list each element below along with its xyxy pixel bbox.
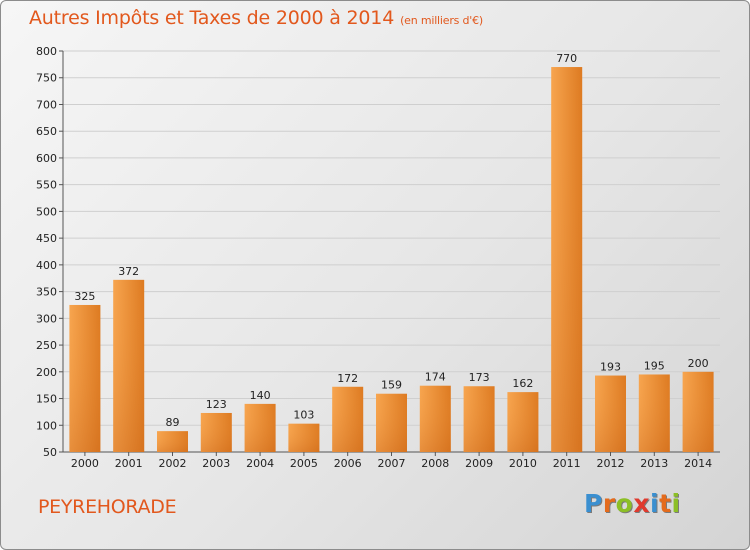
y-tick-label: 650 bbox=[36, 125, 57, 138]
data-label: 123 bbox=[206, 398, 227, 411]
x-tick-label: 2000 bbox=[71, 457, 99, 470]
y-tick-label: 200 bbox=[36, 366, 57, 379]
y-tick-label: 400 bbox=[36, 259, 57, 272]
y-tick-label: 800 bbox=[36, 45, 57, 58]
y-tick-label: 150 bbox=[36, 393, 57, 406]
x-tick-label: 2010 bbox=[509, 457, 537, 470]
y-tick-label: 250 bbox=[36, 339, 57, 352]
commune-name: PEYREHORADE bbox=[38, 496, 177, 518]
data-label: 174 bbox=[425, 371, 446, 384]
data-label: 325 bbox=[74, 290, 95, 303]
data-label: 162 bbox=[512, 377, 533, 390]
chart-title: Autres Impôts et Taxes de 2000 à 2014 (en… bbox=[29, 7, 483, 29]
y-tick-label: 500 bbox=[36, 205, 57, 218]
data-label: 193 bbox=[600, 361, 621, 374]
bar-shade bbox=[595, 375, 626, 452]
y-tick-label: 100 bbox=[36, 419, 57, 432]
y-tick-label: 750 bbox=[36, 72, 57, 85]
data-label: 173 bbox=[469, 371, 490, 384]
data-label: 140 bbox=[250, 389, 271, 402]
logo-letter: t bbox=[659, 489, 672, 518]
data-label: 159 bbox=[381, 379, 402, 392]
y-tick-label: 300 bbox=[36, 312, 57, 325]
x-tick-label: 2009 bbox=[465, 457, 493, 470]
x-tick-label: 2014 bbox=[684, 457, 712, 470]
bar-shade bbox=[551, 67, 583, 452]
bar-shade bbox=[376, 393, 407, 452]
logo-letter: i bbox=[671, 489, 681, 518]
axes: 50 100 150 200 250 300 350 400 450 500 550 600 650 70… bbox=[36, 45, 720, 470]
x-tick-label: 2005 bbox=[290, 457, 318, 470]
bar-shade bbox=[113, 279, 145, 452]
x-tick-label: 2001 bbox=[115, 457, 143, 470]
data-label: 770 bbox=[556, 52, 577, 65]
logo-letter: i bbox=[650, 489, 660, 518]
bar-shade bbox=[244, 403, 276, 452]
x-tick-label: 2008 bbox=[421, 457, 449, 470]
data-label: 103 bbox=[293, 409, 314, 422]
y-tick-label: 350 bbox=[36, 286, 57, 299]
bar-shade bbox=[463, 386, 495, 452]
data-label: 195 bbox=[644, 359, 665, 372]
bar-shade bbox=[682, 371, 714, 452]
x-tick-label: 2004 bbox=[246, 457, 274, 470]
logo-letter: P bbox=[584, 489, 603, 518]
logo-letter: x bbox=[633, 489, 650, 518]
y-tick-label: 550 bbox=[36, 179, 57, 192]
x-tick-label: 2012 bbox=[597, 457, 625, 470]
bars: 325 372 89 123 140 103 172 159 174 173 162 770 193 19… bbox=[69, 52, 714, 452]
y-tick-label: 450 bbox=[36, 232, 57, 245]
y-tick-label: 50 bbox=[43, 446, 57, 459]
data-label: 372 bbox=[118, 265, 139, 278]
proxiti-logo: Proxiti bbox=[584, 489, 681, 518]
bar-shade bbox=[507, 392, 539, 452]
bar-shade bbox=[157, 431, 188, 452]
bar-shade bbox=[69, 304, 101, 452]
x-tick-label: 2003 bbox=[202, 457, 230, 470]
grid-lines bbox=[63, 50, 720, 426]
logo-letter: o bbox=[615, 489, 634, 518]
bar-shade bbox=[200, 412, 232, 452]
x-tick-label: 2013 bbox=[640, 457, 668, 470]
data-label: 200 bbox=[688, 357, 709, 370]
bar-shade bbox=[288, 423, 320, 452]
bar-shade bbox=[419, 385, 451, 452]
data-label: 172 bbox=[337, 372, 358, 385]
y-tick-label: 700 bbox=[36, 98, 57, 111]
x-tick-label: 2011 bbox=[553, 457, 581, 470]
chart-unit: (en milliers d'€) bbox=[400, 14, 483, 27]
x-tick-label: 2002 bbox=[159, 457, 187, 470]
logo-letter: r bbox=[602, 489, 616, 518]
bar-shade bbox=[638, 374, 670, 452]
chart-title-text: Autres Impôts et Taxes de 2000 à 2014 bbox=[29, 7, 395, 29]
x-tick-label: 2006 bbox=[334, 457, 362, 470]
bar-shade bbox=[332, 386, 364, 452]
y-tick-label: 600 bbox=[36, 152, 57, 165]
data-label: 89 bbox=[166, 416, 180, 429]
x-tick-label: 2007 bbox=[378, 457, 406, 470]
